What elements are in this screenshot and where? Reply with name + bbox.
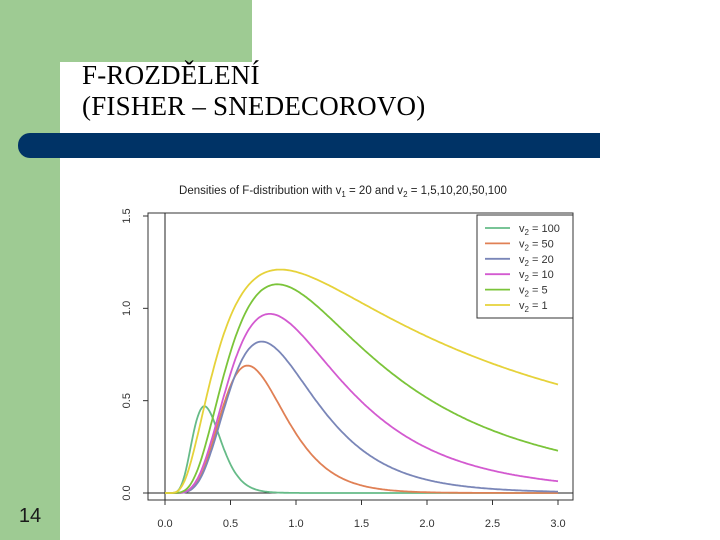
f-distribution-chart: Densities of F-distribution with v1 = 20… [121,185,574,530]
plot-frame [147,212,574,501]
y-tick-label: 0.5 [121,393,133,408]
legend-label: v2 = 100 [519,223,560,237]
chart-title-part: Densities of F-distribution with v [179,185,342,197]
chart-title-part: = 1,5,10,20,50,100 [408,185,507,197]
y-tick-label: 1.5 [121,208,133,223]
series-line [165,313,559,494]
y-tick-label: 0.0 [121,485,133,500]
x-tick-label: 2.5 [485,518,500,530]
x-tick-label: 3.0 [550,518,565,530]
series-line [165,340,558,494]
legend-label: v2 = 50 [519,238,554,252]
y-tick-label: 1.0 [121,301,133,316]
legend-label: v2 = 5 [519,285,548,299]
series-line [165,364,558,494]
chart-title-part: = 20 and v [346,185,403,197]
title-area-accent [60,0,252,62]
legend-label: v2 = 1 [519,300,548,314]
slide-number: 14 [18,505,42,527]
legend-label: v2 = 20 [519,254,554,268]
title-underline-bar [18,133,600,158]
title-box [60,62,252,132]
slide-title: F-ROZDĚLENÍ (FISHER – SNEDECOROVO) [82,60,602,122]
series-line [165,283,559,494]
chart-title-sub: 2 [403,190,408,199]
x-tick-label: 1.0 [288,518,303,530]
legend-label: v2 = 10 [519,269,554,283]
slide-title-line2: (FISHER – SNEDECOROVO) [82,91,426,121]
x-tick-label: 0.5 [223,518,238,530]
slide-sidebar [0,0,60,540]
legend-box [476,214,574,319]
chart-title-sub: 1 [341,190,346,199]
chart-title: Densities of F-distribution with v1 = 20… [179,185,507,199]
x-tick-label: 2.0 [419,518,434,530]
slide-title-line1: F-ROZDĚLENÍ [82,60,260,90]
x-tick-label: 0.0 [157,518,172,530]
series-line [165,268,559,494]
density-curves [165,268,559,494]
x-tick-label: 1.5 [354,518,369,530]
